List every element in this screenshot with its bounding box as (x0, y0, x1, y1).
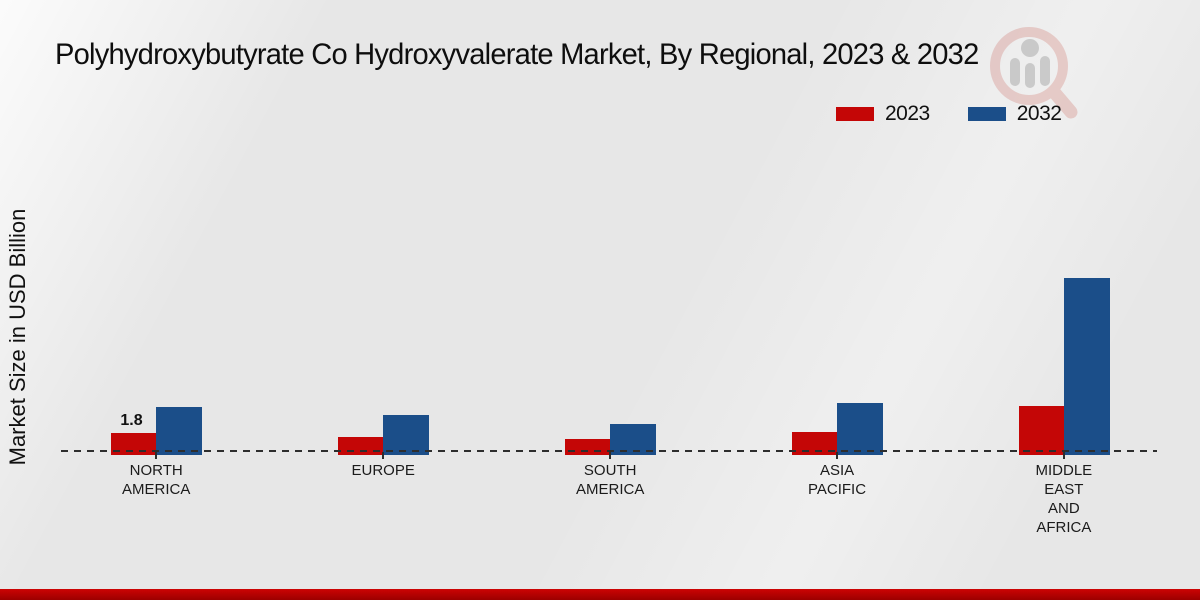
legend-item-2023: 2023 (836, 102, 930, 126)
chart-title: Polyhydroxybutyrate Co Hydroxyvalerate M… (55, 38, 979, 71)
bar-2032-north-america (156, 407, 202, 455)
category-label-middle-east-and-africa: MIDDLE EAST AND AFRICA (1035, 462, 1093, 536)
bar-2032-middle-east-and-africa (1064, 278, 1110, 455)
category-label-asia-pacific: ASIA PACIFIC (808, 462, 867, 498)
bar-2023-middle-east-and-africa (1019, 406, 1064, 455)
legend-swatch-2032 (967, 107, 1006, 121)
category-label-south-america: SOUTH AMERICA (576, 462, 645, 498)
category-label-europe: EUROPE (351, 462, 415, 479)
bar-2023-south-america (565, 439, 610, 455)
legend-label-2023: 2023 (885, 102, 930, 125)
axis-tick (836, 452, 838, 459)
axis-tick (155, 452, 157, 459)
bar-2032-europe (383, 415, 429, 455)
bar-2032-asia-pacific (837, 403, 883, 455)
legend-swatch-2023 (836, 107, 874, 121)
axis-tick (1063, 452, 1065, 459)
bar-2023-asia-pacific (792, 432, 837, 455)
legend: 2023 2032 (836, 102, 1062, 126)
footer-accent-strip (0, 589, 1200, 600)
x-axis-baseline (61, 450, 1157, 452)
magnifier-logo-watermark (990, 27, 1078, 119)
bar-2023-europe (338, 437, 383, 455)
axis-tick (609, 452, 611, 459)
legend-item-2032: 2032 (967, 102, 1062, 126)
bar-2032-south-america (610, 424, 656, 455)
y-axis-label: Market Size in USD Billion (5, 208, 30, 466)
category-label-north-america: NORTH AMERICA (122, 462, 191, 498)
axis-tick (382, 452, 384, 459)
bar-value-label: 1.8 (120, 412, 143, 429)
legend-label-2032: 2032 (1016, 102, 1062, 125)
bar-2023-north-america (111, 433, 156, 455)
